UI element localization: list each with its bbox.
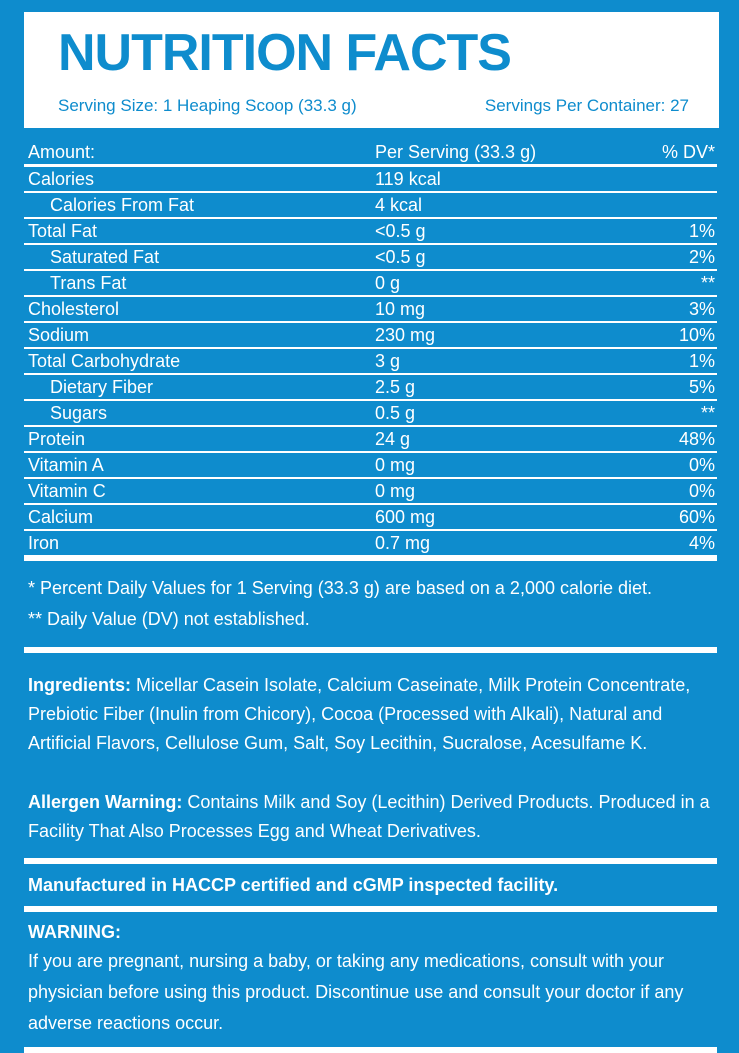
allergen-text: Contains Milk and Soy (Lecithin) Derived… — [28, 792, 710, 841]
footnotes: * Percent Daily Values for 1 Serving (33… — [24, 573, 717, 635]
nutrient-dv: 1% — [688, 351, 715, 371]
table-row: Vitamin C 0 mg 0% — [24, 479, 717, 505]
header-panel: NUTRITION FACTS Serving Size: 1 Heaping … — [24, 12, 719, 128]
page-title: NUTRITION FACTS — [58, 24, 512, 82]
header-dv-label: % DV* — [661, 142, 715, 162]
nutrient-dv: ** — [700, 403, 715, 423]
nutrient-amount: 0.7 mg — [375, 533, 431, 553]
table-row: Calories 119 kcal — [24, 167, 717, 193]
nutrient-amount: 230 mg — [375, 325, 436, 345]
nutrient-label: Total Carbohydrate — [28, 351, 181, 371]
nutrient-amount: 119 kcal — [375, 169, 441, 189]
servings-per-container-text: Servings Per Container: 27 — [484, 96, 689, 115]
nutrient-amount: 0 mg — [375, 455, 416, 475]
manufactured-statement: Manufactured in HACCP certified and cGMP… — [28, 875, 559, 895]
nutrient-amount: 3 g — [375, 351, 401, 371]
nutrient-amount: 600 mg — [375, 507, 436, 527]
ingredients-text: Micellar Casein Isolate, Calcium Caseina… — [28, 675, 691, 753]
table-header-row: Amount: Per Serving (33.3 g) % DV* — [24, 140, 717, 167]
nutrient-dv: 10% — [678, 325, 715, 345]
nutrition-label: NUTRITION FACTS Serving Size: 1 Heaping … — [24, 12, 719, 1053]
nutrient-label: Calcium — [28, 507, 94, 527]
table-row: Sodium 230 mg 10% — [24, 323, 717, 349]
nutrient-dv: 2% — [688, 247, 715, 267]
nutrient-label: Protein — [28, 429, 86, 449]
nutrient-label: Iron — [28, 533, 60, 553]
header-per-serving-label: Per Serving (33.3 g) — [375, 142, 537, 162]
section-divider — [24, 1047, 717, 1053]
nutrient-label: Sodium — [28, 325, 90, 345]
section-divider — [24, 647, 717, 653]
nutrient-dv: 3% — [688, 299, 715, 319]
section-divider — [24, 858, 717, 864]
section-divider — [24, 555, 717, 561]
nutrient-dv: 48% — [678, 429, 715, 449]
nutrient-label: Dietary Fiber — [50, 377, 154, 397]
allergen-lead: Allergen Warning: — [28, 792, 183, 812]
nutrient-amount: 0 mg — [375, 481, 416, 501]
nutrient-amount: 10 mg — [375, 299, 426, 319]
table-row: Calcium 600 mg 60% — [24, 505, 717, 531]
nutrient-label: Vitamin C — [28, 481, 106, 501]
nutrient-amount: 0.5 g — [375, 403, 416, 423]
table-row: Dietary Fiber 2.5 g 5% — [24, 375, 717, 401]
footnote-not-established: ** Daily Value (DV) not established. — [28, 609, 310, 629]
nutrient-amount: <0.5 g — [375, 221, 426, 241]
table-row: Saturated Fat <0.5 g 2% — [24, 245, 717, 271]
serving-size-text: Serving Size: 1 Heaping Scoop (33.3 g) — [58, 96, 357, 115]
nutrient-amount: <0.5 g — [375, 247, 426, 267]
nutrition-table: Amount: Per Serving (33.3 g) % DV* Calor… — [24, 140, 717, 555]
nutrient-dv: 1% — [688, 221, 715, 241]
nutrient-label: Sugars — [50, 403, 108, 423]
ingredients-paragraph: Ingredients: Micellar Casein Isolate, Ca… — [24, 671, 717, 758]
table-row: Cholesterol 10 mg 3% — [24, 297, 717, 323]
table-row: Calories From Fat 4 kcal — [24, 193, 717, 219]
nutrient-dv: 0% — [688, 481, 715, 501]
label-content: Amount: Per Serving (33.3 g) % DV* Calor… — [24, 140, 717, 1053]
nutrient-label: Total Fat — [28, 221, 98, 241]
table-row: Total Fat <0.5 g 1% — [24, 219, 717, 245]
serving-info-row: Serving Size: 1 Heaping Scoop (33.3 g) S… — [58, 96, 689, 116]
table-row: Protein 24 g 48% — [24, 427, 717, 453]
header-amount-label: Amount: — [28, 142, 96, 162]
table-row: Total Carbohydrate 3 g 1% — [24, 349, 717, 375]
nutrient-dv: 0% — [688, 455, 715, 475]
table-row: Trans Fat 0 g ** — [24, 271, 717, 297]
nutrient-label: Trans Fat — [50, 273, 127, 293]
nutrient-label: Saturated Fat — [50, 247, 160, 267]
nutrient-amount: 24 g — [375, 429, 411, 449]
nutrient-amount: 0 g — [375, 273, 401, 293]
allergen-paragraph: Allergen Warning: Contains Milk and Soy … — [24, 788, 717, 846]
footnote-dv: * Percent Daily Values for 1 Serving (33… — [28, 578, 653, 598]
nutrient-label: Vitamin A — [28, 455, 104, 475]
table-row: Iron 0.7 mg 4% — [24, 531, 717, 555]
table-row: Sugars 0.5 g ** — [24, 401, 717, 427]
warning-text: If you are pregnant, nursing a baby, or … — [28, 951, 684, 1033]
nutrient-label: Calories From Fat — [50, 195, 195, 215]
nutrient-amount: 2.5 g — [375, 377, 416, 397]
nutrient-label: Calories — [28, 169, 95, 189]
nutrient-amount: 4 kcal — [375, 195, 423, 215]
ingredients-lead: Ingredients: — [28, 675, 132, 695]
nutrient-label: Cholesterol — [28, 299, 120, 319]
nutrient-dv: 4% — [688, 533, 715, 553]
table-row: Vitamin A 0 mg 0% — [24, 453, 717, 479]
nutrient-dv: ** — [700, 273, 715, 293]
warning-heading: WARNING: — [28, 922, 121, 942]
nutrient-dv: 60% — [678, 507, 715, 527]
nutrient-dv: 5% — [688, 377, 715, 397]
section-divider — [24, 906, 717, 912]
